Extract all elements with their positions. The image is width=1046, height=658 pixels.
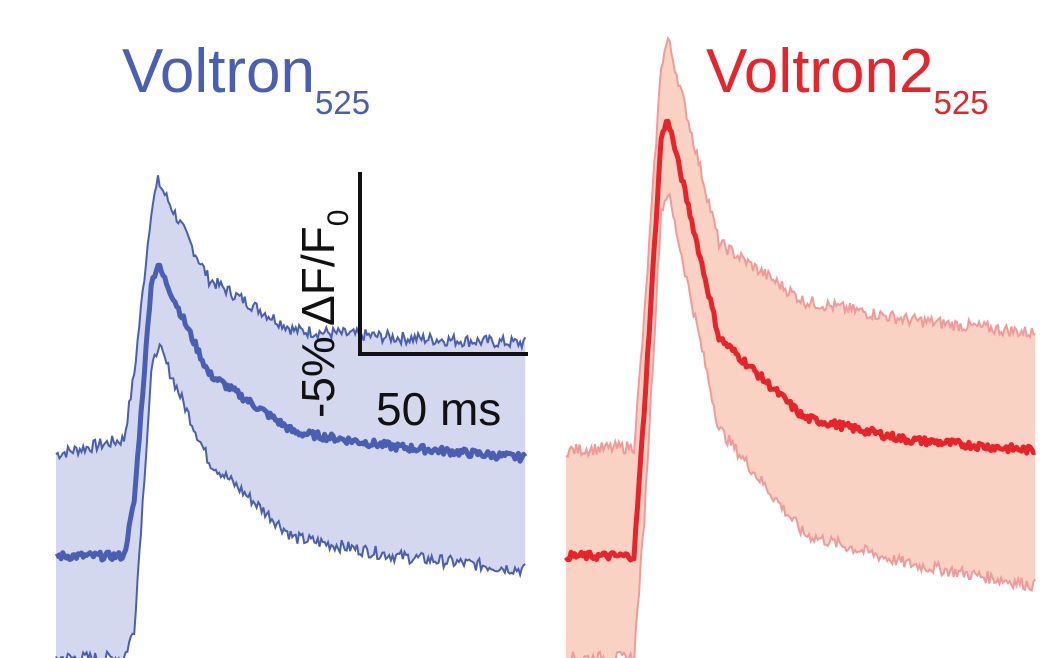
panel-voltron2	[564, 36, 1036, 658]
title-voltron-main: Voltron	[122, 37, 315, 106]
title-voltron2-main: Voltron2	[706, 37, 934, 106]
band-edge-lower-1	[570, 192, 1036, 658]
panel-voltron	[54, 175, 528, 658]
title-voltron-subscript: 525	[315, 84, 370, 121]
confidence-band-1	[566, 38, 1036, 658]
mean-trace-1	[564, 118, 1036, 563]
band-edge-upper-0	[55, 175, 527, 461]
scale-bar-amplitude-main: -5% ΔF/F	[292, 226, 344, 418]
band-edge-lower-0	[55, 342, 526, 658]
scale-bar-amplitude-subscript: 0	[322, 210, 355, 227]
scale-bar-time-label: 50 ms	[376, 383, 501, 435]
scale-bar-amplitude-label: -5% ΔF/F0	[292, 210, 355, 418]
scale-bar: 50 ms -5% ΔF/F0	[292, 172, 528, 435]
title-voltron2-subscript: 525	[934, 84, 989, 121]
title-voltron2: Voltron2525	[706, 37, 989, 121]
title-voltron: Voltron525	[122, 37, 370, 121]
mean-trace-0	[54, 262, 528, 563]
band-edge-upper-1	[565, 36, 1036, 459]
